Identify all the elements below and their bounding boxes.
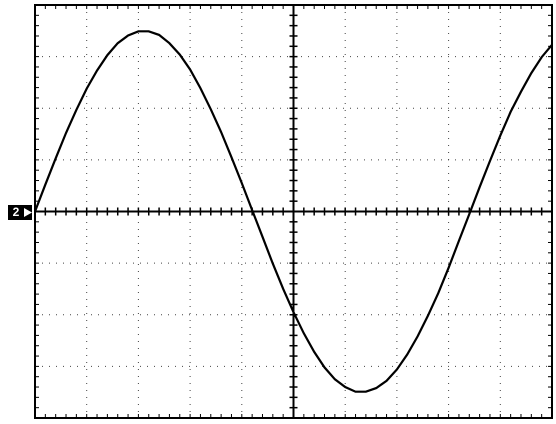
oscilloscope-screen: 2 xyxy=(0,0,556,424)
channel-marker: 2 xyxy=(13,205,20,219)
